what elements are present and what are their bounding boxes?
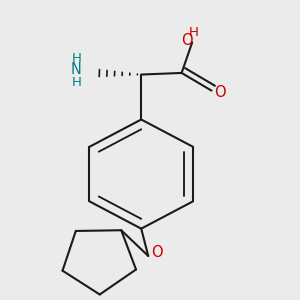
Text: O: O (151, 245, 163, 260)
Text: O: O (181, 33, 193, 48)
Text: H: H (71, 76, 81, 89)
Text: H: H (71, 52, 81, 65)
Text: H: H (189, 26, 199, 39)
Text: O: O (214, 85, 226, 100)
Text: N: N (71, 62, 82, 77)
